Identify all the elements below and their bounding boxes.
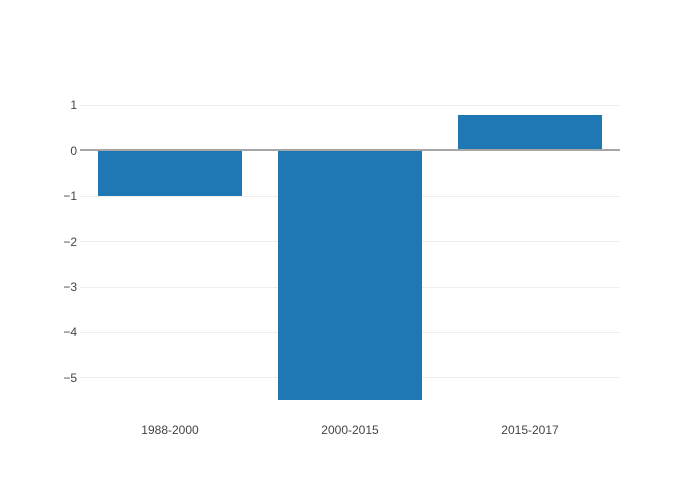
y-tick-label: −5 <box>63 370 77 385</box>
x-tick-label: 2000-2015 <box>321 423 379 437</box>
y-tick-label: −1 <box>63 189 77 204</box>
bar-2015-2017[interactable] <box>458 114 602 151</box>
y-tick-label: −3 <box>63 280 77 294</box>
x-tick-label: 2015-2017 <box>501 423 559 437</box>
y-tick-label: −4 <box>63 325 77 340</box>
bar-1988-2000[interactable] <box>98 150 242 197</box>
y-tick-label: 0 <box>70 143 77 158</box>
bar-2000-2015[interactable] <box>278 150 422 401</box>
x-tick-label: 1988-2000 <box>141 423 199 437</box>
y-tick-label: 1 <box>70 98 77 113</box>
gridline-y-1 <box>80 104 620 106</box>
y-tick-label: −2 <box>63 234 77 249</box>
